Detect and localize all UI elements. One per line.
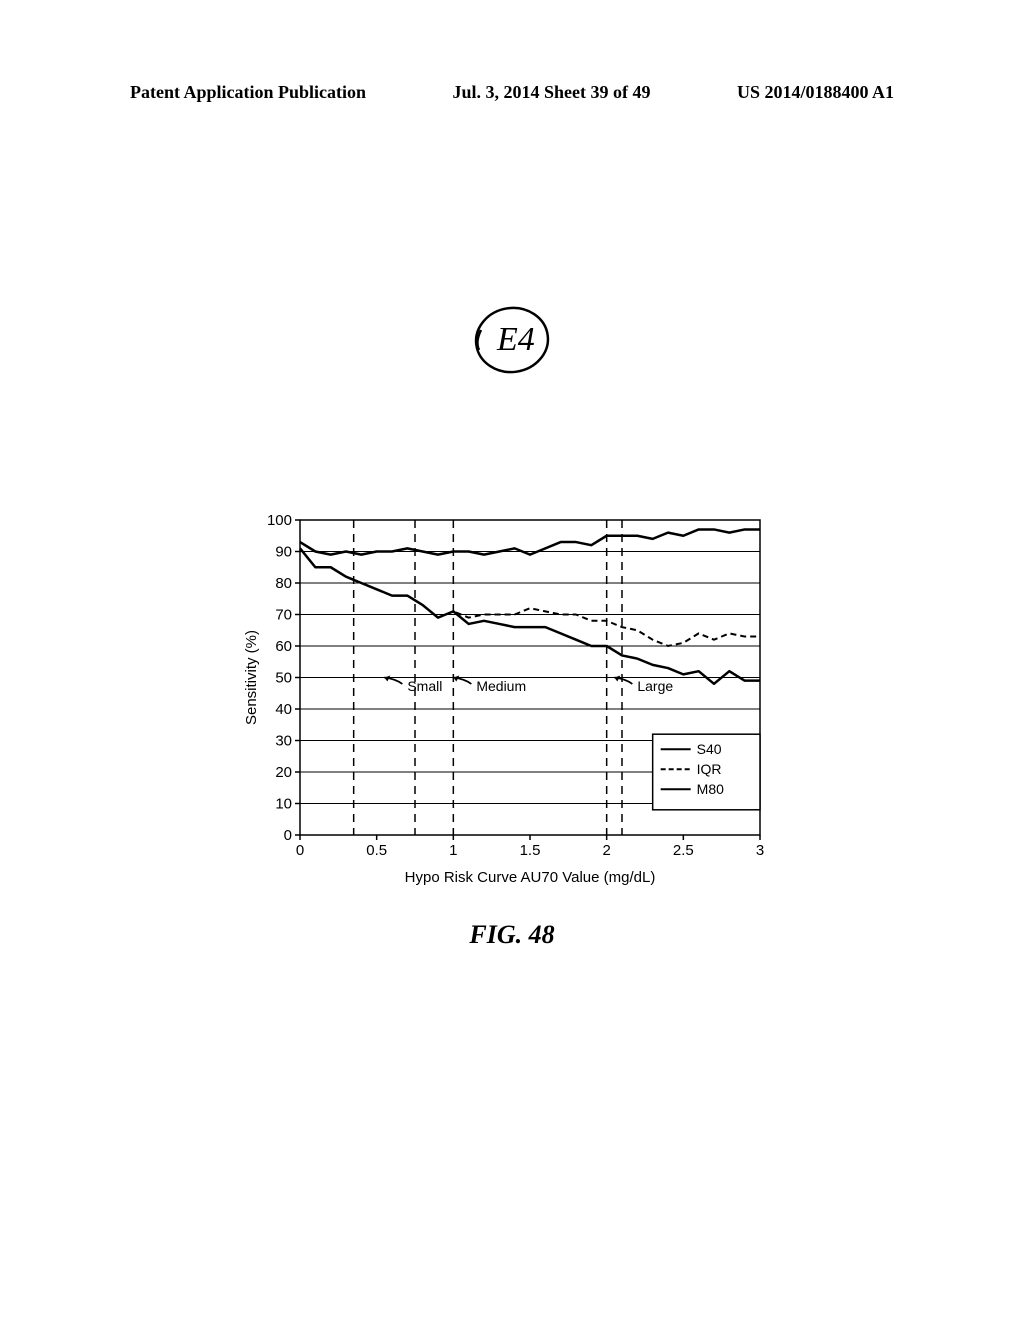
svg-text:M80: M80: [697, 781, 724, 797]
svg-text:Medium: Medium: [476, 678, 526, 694]
svg-text:S40: S40: [697, 741, 722, 757]
annotation-label: E4: [496, 321, 535, 358]
svg-text:Small: Small: [407, 678, 442, 694]
figure-annotation-circle: E4: [467, 300, 557, 385]
svg-text:Hypo Risk Curve AU70 Value (mg: Hypo Risk Curve AU70 Value (mg/dL): [405, 869, 656, 886]
svg-text:100: 100: [267, 512, 292, 529]
svg-text:60: 60: [275, 638, 292, 655]
svg-text:Large: Large: [637, 678, 673, 694]
svg-text:90: 90: [275, 544, 292, 561]
svg-text:70: 70: [275, 607, 292, 624]
page-header: Patent Application Publication Jul. 3, 2…: [0, 82, 1024, 103]
svg-text:80: 80: [275, 575, 292, 592]
svg-text:20: 20: [275, 764, 292, 781]
svg-text:2.5: 2.5: [673, 842, 694, 859]
svg-text:3: 3: [756, 842, 764, 859]
figure-caption: FIG. 48: [469, 920, 554, 950]
svg-text:1.5: 1.5: [520, 842, 541, 859]
header-center: Jul. 3, 2014 Sheet 39 of 49: [453, 82, 651, 103]
header-right: US 2014/0188400 A1: [737, 82, 894, 103]
svg-text:2: 2: [602, 842, 610, 859]
sensitivity-chart: 0 10 20 30 40 50 60 70 80 90 100 0 0.5 1 1.5 2 2.5 3 Small…: [240, 510, 770, 890]
svg-text:0: 0: [296, 842, 304, 859]
svg-text:50: 50: [275, 670, 292, 687]
svg-text:IQR: IQR: [697, 761, 722, 777]
header-left: Patent Application Publication: [130, 82, 366, 103]
svg-text:40: 40: [275, 701, 292, 718]
svg-text:10: 10: [275, 796, 292, 813]
svg-text:0: 0: [284, 827, 292, 844]
svg-text:1: 1: [449, 842, 457, 859]
svg-text:30: 30: [275, 733, 292, 750]
svg-text:Sensitivity (%): Sensitivity (%): [243, 630, 260, 725]
svg-text:0.5: 0.5: [366, 842, 387, 859]
